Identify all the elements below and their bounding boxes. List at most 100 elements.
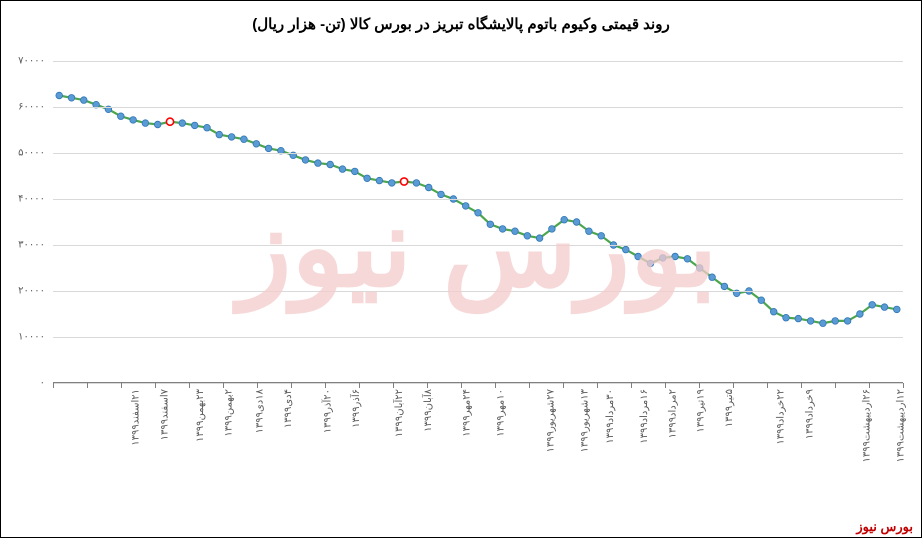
series-marker bbox=[820, 320, 827, 327]
x-tick bbox=[53, 383, 54, 388]
series-marker bbox=[758, 297, 765, 304]
x-tick bbox=[87, 383, 88, 388]
x-tick bbox=[801, 383, 802, 388]
x-tick-label: ۱۹تیر۱۳۹۹ bbox=[696, 389, 707, 433]
series-marker bbox=[894, 306, 901, 313]
x-tick-label: ۲۲آبان۱۳۹۹ bbox=[394, 389, 405, 437]
x-tick bbox=[495, 383, 496, 388]
x-tick-label: ۱۸دی۱۳۹۹ bbox=[255, 389, 266, 434]
series-marker bbox=[721, 283, 728, 290]
series-marker bbox=[487, 221, 494, 228]
gridline bbox=[53, 245, 903, 246]
gridline bbox=[53, 153, 903, 154]
series-marker bbox=[302, 157, 309, 164]
series-marker bbox=[696, 265, 703, 272]
x-tick-label: ۲مرداد۱۳۹۹ bbox=[667, 389, 678, 438]
series-marker bbox=[684, 256, 691, 263]
series-marker bbox=[327, 161, 334, 168]
series-marker bbox=[352, 168, 359, 175]
x-tick bbox=[563, 383, 564, 388]
series-marker bbox=[783, 314, 790, 321]
y-tick-label: ۵۰۰۰۰ bbox=[18, 148, 45, 159]
x-tick-label: ۳۰مرداد۱۳۹۹ bbox=[605, 389, 616, 444]
x-tick bbox=[223, 383, 224, 388]
series-marker bbox=[795, 315, 802, 322]
x-tick bbox=[835, 383, 836, 388]
series-marker bbox=[869, 302, 876, 309]
series-marker bbox=[265, 145, 272, 152]
x-tick-label: ۵تیر۱۳۹۹ bbox=[724, 389, 735, 427]
x-tick bbox=[325, 383, 326, 388]
series-marker bbox=[844, 318, 851, 325]
series-marker bbox=[376, 177, 383, 184]
series-marker bbox=[573, 219, 580, 226]
y-tick-label: ۱۰۰۰۰ bbox=[18, 332, 45, 343]
y-tick-label: ۰ bbox=[40, 378, 45, 389]
x-tick bbox=[121, 383, 122, 388]
x-tick-label: ۲۰آذر۱۳۹۹ bbox=[322, 389, 333, 433]
series-marker bbox=[425, 184, 432, 191]
x-tick-label: ۱۳شهریور۱۳۹۹ bbox=[580, 389, 591, 453]
x-tick-label: ۱۲اردیبهشت۱۳۹۹ bbox=[895, 389, 906, 462]
plot-area: بورس نیوز bbox=[53, 61, 903, 383]
series-marker bbox=[807, 318, 814, 325]
series-marker bbox=[881, 304, 888, 311]
x-tick bbox=[427, 383, 428, 388]
x-tick-label: ۹خرداد۱۳۹۹ bbox=[804, 389, 815, 439]
x-tick-label: ۲۷شهریور۱۳۹۹ bbox=[546, 389, 557, 453]
chart-container: روند قیمتی وکیوم باتوم پالایشگاه تبریز د… bbox=[0, 0, 922, 538]
x-tick-label: ۶آذر۱۳۹۹ bbox=[351, 389, 362, 428]
series-marker bbox=[154, 121, 161, 128]
series-marker bbox=[499, 226, 506, 233]
series-marker bbox=[253, 141, 260, 148]
x-tick-label: ۲۳بهمن۱۳۹۹ bbox=[195, 389, 206, 442]
series-marker bbox=[623, 246, 630, 253]
series-marker bbox=[512, 228, 519, 235]
x-tick bbox=[529, 383, 530, 388]
chart-title: روند قیمتی وکیوم باتوم پالایشگاه تبریز د… bbox=[1, 15, 921, 33]
series-marker bbox=[832, 318, 839, 325]
line-chart-svg bbox=[53, 61, 903, 383]
series-marker bbox=[389, 180, 396, 187]
x-tick-label: ۲۱اسفند۱۳۹۹ bbox=[131, 389, 142, 446]
x-tick bbox=[767, 383, 768, 388]
x-tick bbox=[631, 383, 632, 388]
series-marker bbox=[191, 122, 198, 129]
x-tick-label: ۱۰مهر۱۳۹۹ bbox=[496, 389, 507, 437]
gridline bbox=[53, 337, 903, 338]
y-tick-label: ۶۰۰۰۰ bbox=[18, 102, 45, 113]
series-marker bbox=[770, 308, 777, 315]
series-marker bbox=[524, 233, 531, 240]
series-marker bbox=[647, 260, 654, 267]
x-tick bbox=[291, 383, 292, 388]
x-tick-label: ۲۲خرداد۱۳۹۹ bbox=[776, 389, 787, 445]
gridline bbox=[53, 291, 903, 292]
y-axis: ۰۱۰۰۰۰۲۰۰۰۰۳۰۰۰۰۴۰۰۰۰۵۰۰۰۰۶۰۰۰۰۷۰۰۰۰ bbox=[1, 61, 49, 383]
series-marker bbox=[536, 235, 543, 242]
series-marker bbox=[228, 134, 235, 141]
series-marker bbox=[56, 92, 63, 99]
x-tick bbox=[869, 383, 870, 388]
x-tick bbox=[189, 383, 190, 388]
gridline bbox=[53, 107, 903, 108]
series-marker bbox=[475, 210, 482, 217]
x-tick bbox=[155, 383, 156, 388]
series-marker bbox=[462, 203, 469, 210]
y-tick-label: ۲۰۰۰۰ bbox=[18, 286, 45, 297]
series-marker bbox=[179, 120, 186, 127]
source-label: بورس نیوز bbox=[856, 519, 913, 535]
series-marker bbox=[68, 95, 75, 102]
gridline bbox=[53, 199, 903, 200]
y-tick-label: ۷۰۰۰۰ bbox=[18, 56, 45, 67]
series-marker bbox=[241, 136, 248, 143]
series-marker bbox=[315, 160, 322, 167]
x-tick-label: ۱۶مرداد۱۳۹۹ bbox=[639, 389, 650, 444]
series-marker bbox=[118, 113, 125, 120]
series-marker bbox=[216, 131, 223, 138]
x-tick bbox=[665, 383, 666, 388]
series-marker-highlight bbox=[401, 178, 408, 185]
x-tick bbox=[393, 383, 394, 388]
x-axis-line bbox=[53, 382, 903, 383]
x-tick-label: ۷اسفند۱۳۹۹ bbox=[159, 389, 170, 440]
y-tick-label: ۳۰۰۰۰ bbox=[18, 240, 45, 251]
